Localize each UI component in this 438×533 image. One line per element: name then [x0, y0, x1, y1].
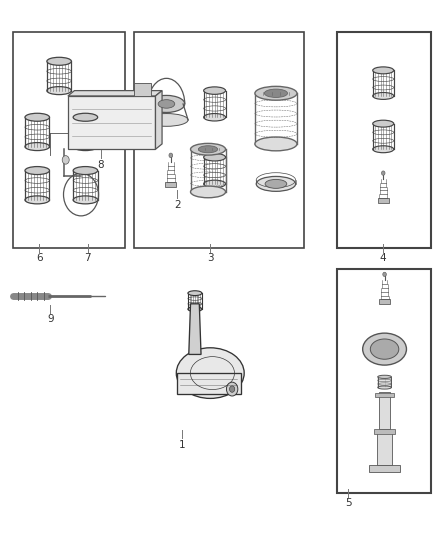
Bar — [13, 32, 125, 248]
Ellipse shape — [373, 67, 394, 74]
Ellipse shape — [378, 375, 392, 378]
Ellipse shape — [73, 166, 98, 175]
Bar — [379, 392, 390, 429]
Ellipse shape — [255, 137, 297, 151]
Bar — [177, 373, 241, 394]
Text: 3: 3 — [207, 253, 214, 263]
Ellipse shape — [265, 89, 287, 98]
Ellipse shape — [198, 146, 218, 153]
Text: 8: 8 — [97, 160, 104, 170]
Polygon shape — [155, 91, 162, 149]
Text: 9: 9 — [47, 314, 54, 325]
Circle shape — [226, 382, 238, 396]
Ellipse shape — [255, 86, 297, 100]
Bar — [369, 465, 400, 472]
Ellipse shape — [176, 348, 244, 399]
Ellipse shape — [265, 180, 287, 188]
Ellipse shape — [73, 196, 98, 204]
Ellipse shape — [373, 93, 394, 100]
Text: 5: 5 — [345, 498, 352, 508]
Bar — [134, 32, 304, 248]
Polygon shape — [378, 198, 389, 203]
Ellipse shape — [25, 142, 49, 150]
Circle shape — [383, 272, 386, 277]
Polygon shape — [379, 300, 390, 304]
Bar — [374, 429, 395, 434]
Ellipse shape — [204, 180, 226, 188]
Bar — [337, 32, 431, 248]
Polygon shape — [68, 91, 162, 96]
Ellipse shape — [73, 114, 98, 122]
Ellipse shape — [256, 176, 296, 191]
Bar — [337, 269, 431, 493]
Bar — [68, 96, 155, 149]
Ellipse shape — [373, 120, 394, 127]
Circle shape — [381, 171, 385, 175]
Ellipse shape — [25, 166, 49, 175]
Ellipse shape — [25, 114, 49, 122]
Text: 7: 7 — [84, 253, 91, 263]
Text: 2: 2 — [174, 200, 181, 210]
Ellipse shape — [145, 114, 188, 126]
Polygon shape — [189, 304, 201, 354]
Bar — [134, 83, 151, 96]
Ellipse shape — [47, 58, 71, 66]
Ellipse shape — [373, 146, 394, 152]
Ellipse shape — [204, 87, 226, 94]
Ellipse shape — [188, 290, 202, 295]
Circle shape — [62, 156, 69, 164]
Bar — [377, 431, 392, 465]
Ellipse shape — [204, 154, 226, 161]
Ellipse shape — [363, 333, 406, 365]
Ellipse shape — [370, 339, 399, 359]
Text: 6: 6 — [36, 253, 43, 263]
Ellipse shape — [188, 306, 202, 311]
Text: 1: 1 — [178, 440, 185, 450]
Text: 4: 4 — [380, 253, 387, 263]
Bar — [375, 393, 394, 397]
Polygon shape — [165, 182, 177, 187]
Ellipse shape — [25, 196, 49, 204]
Circle shape — [230, 386, 235, 392]
Circle shape — [169, 153, 173, 158]
Ellipse shape — [191, 143, 226, 155]
Ellipse shape — [73, 142, 98, 150]
Ellipse shape — [158, 100, 175, 108]
Ellipse shape — [378, 386, 392, 389]
Ellipse shape — [47, 86, 71, 95]
Ellipse shape — [191, 186, 226, 198]
Ellipse shape — [204, 114, 226, 121]
Ellipse shape — [148, 95, 185, 112]
